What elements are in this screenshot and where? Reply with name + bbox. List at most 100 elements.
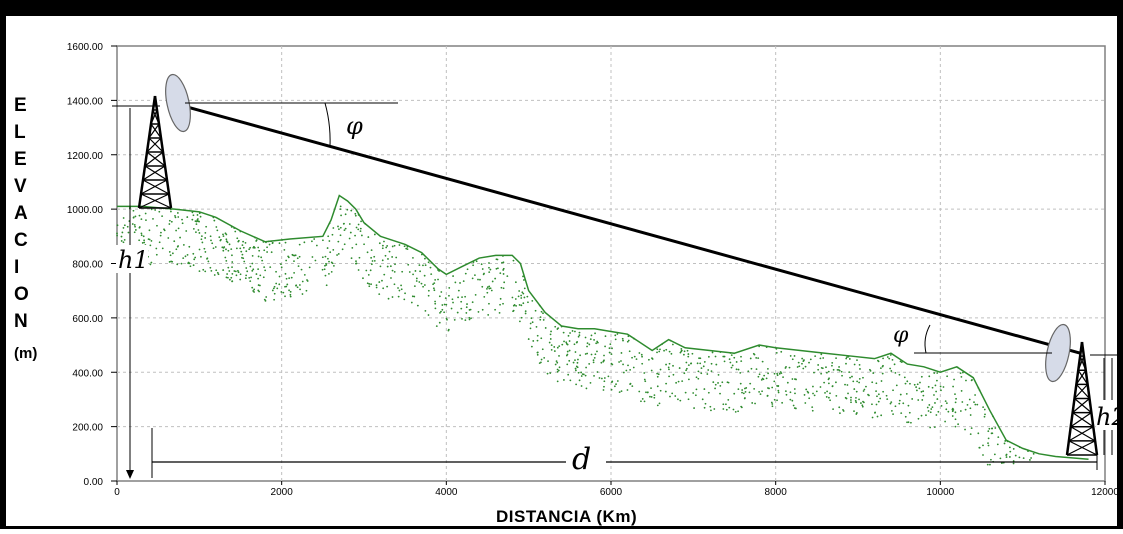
- terrain-stipple-dot: [951, 415, 954, 417]
- terrain-stipple-dot: [540, 358, 543, 361]
- terrain-stipple-dot: [332, 248, 335, 251]
- terrain-stipple-dot: [730, 366, 733, 369]
- terrain-stipple-dot: [629, 382, 632, 385]
- terrain-stipple-dot: [303, 273, 306, 276]
- y-tick-label: 0.00: [84, 477, 104, 488]
- terrain-stipple-dot: [197, 220, 199, 223]
- terrain-stipple-dot: [520, 297, 523, 299]
- terrain-stipple-dot: [248, 248, 251, 251]
- terrain-stipple-dot: [502, 273, 505, 275]
- terrain-stipple-dot: [346, 208, 349, 211]
- terrain-stipple-dot: [1004, 440, 1007, 442]
- terrain-stipple-dot: [813, 371, 815, 374]
- terrain-stipple-dot: [667, 366, 670, 369]
- terrain-stipple-dot: [966, 403, 969, 406]
- terrain-stipple-dot: [472, 261, 475, 264]
- terrain-stipple-dot: [477, 278, 479, 281]
- terrain-stipple-dot: [853, 410, 855, 412]
- terrain-stipple-dot: [761, 390, 763, 393]
- terrain-stipple-dot: [978, 446, 981, 449]
- terrain-stipple-dot: [608, 347, 611, 350]
- terrain-stipple-dot: [182, 257, 185, 260]
- tower-brace: [146, 151, 166, 167]
- terrain-stipple-dot: [825, 366, 827, 369]
- terrain-stipple-dot: [945, 402, 948, 405]
- terrain-stipple-dot: [565, 354, 568, 357]
- terrain-stipple-dot: [904, 415, 907, 418]
- terrain-stipple-dot: [852, 380, 855, 383]
- terrain-stipple-dot: [641, 355, 643, 358]
- terrain-stipple-dot: [733, 356, 736, 359]
- terrain-stipple-dot: [245, 250, 248, 253]
- terrain-stipple-dot: [910, 421, 912, 424]
- terrain-stipple-dot: [827, 382, 830, 385]
- terrain-stipple-dot: [747, 370, 750, 373]
- terrain-stipple-dot: [288, 277, 291, 280]
- terrain-stipple-dot: [991, 427, 994, 430]
- terrain-stipple-dot: [522, 275, 524, 278]
- terrain-stipple-dot: [890, 401, 893, 404]
- terrain-stipple-dot: [838, 406, 841, 409]
- terrain-stipple-dot: [546, 372, 549, 375]
- terrain-stipple-dot: [267, 240, 270, 243]
- terrain-stipple-dot: [659, 368, 662, 371]
- terrain-stipple-dot: [257, 277, 260, 280]
- terrain-stipple-dot: [388, 250, 391, 253]
- terrain-stipple-dot: [554, 325, 557, 328]
- terrain-stipple-dot: [452, 301, 454, 304]
- terrain-stipple-dot: [271, 289, 274, 292]
- terrain-stipple-dot: [171, 252, 174, 255]
- terrain-stipple-dot: [327, 257, 329, 260]
- terrain-stipple-dot: [855, 390, 858, 393]
- terrain-stipple-dot: [825, 396, 828, 398]
- terrain-stipple-dot: [603, 377, 606, 379]
- terrain-stipple-dot: [782, 376, 784, 379]
- terrain-stipple-dot: [874, 411, 876, 414]
- terrain-stipple-dot: [263, 249, 266, 252]
- terrain-stipple-dot: [792, 404, 795, 407]
- terrain-stipple-dot: [145, 219, 147, 222]
- terrain-stipple-dot: [920, 390, 923, 393]
- terrain-stipple-dot: [860, 402, 862, 404]
- terrain-stipple-dot: [390, 277, 392, 279]
- terrain-stipple-dot: [696, 362, 699, 365]
- terrain-stipple-dot: [954, 393, 956, 396]
- terrain-stipple-dot: [825, 371, 828, 374]
- terrain-stipple-dot: [898, 402, 901, 405]
- terrain-stipple-dot: [444, 297, 447, 300]
- tower-brace: [1079, 355, 1087, 371]
- terrain-stipple-dot: [650, 387, 652, 390]
- terrain-stipple-dot: [765, 377, 768, 380]
- terrain-stipple-dot: [775, 351, 778, 354]
- terrain-stipple-dot: [796, 366, 799, 368]
- terrain-stipple-dot: [900, 412, 903, 415]
- terrain-stipple-dot: [875, 403, 878, 406]
- terrain-stipple-dot: [737, 368, 740, 371]
- terrain-stipple-dot: [665, 348, 668, 351]
- terrain-stipple-dot: [586, 352, 589, 355]
- terrain-stipple-dot: [468, 316, 471, 319]
- terrain-stipple-dot: [725, 403, 727, 406]
- terrain-stipple-dot: [198, 232, 201, 234]
- terrain-stipple-dot: [759, 393, 762, 396]
- terrain-stipple-dot: [553, 350, 556, 352]
- ylabel-letter: L: [14, 122, 26, 143]
- terrain-stipple-dot: [921, 399, 924, 401]
- terrain-stipple-dot: [215, 269, 218, 272]
- terrain-stipple-dot: [140, 232, 143, 235]
- terrain-stipple-dot: [603, 354, 605, 357]
- terrain-stipple-dot: [177, 227, 180, 230]
- terrain-stipple-dot: [231, 254, 233, 257]
- link-line: [182, 104, 1081, 355]
- terrain-stipple-dot: [701, 398, 704, 401]
- terrain-stipple-dot: [754, 402, 756, 405]
- terrain-stipple-dot: [556, 380, 559, 383]
- terrain-stipple-dot: [625, 369, 628, 372]
- terrain-stipple-dot: [239, 273, 242, 276]
- terrain-stipple-dot: [574, 359, 576, 361]
- terrain-stipple-dot: [231, 280, 234, 283]
- terrain-stipple-dot: [308, 266, 311, 269]
- terrain-stipple-dot: [489, 268, 492, 271]
- terrain-stipple-dot: [794, 378, 796, 380]
- terrain-stipple-dot: [222, 269, 225, 271]
